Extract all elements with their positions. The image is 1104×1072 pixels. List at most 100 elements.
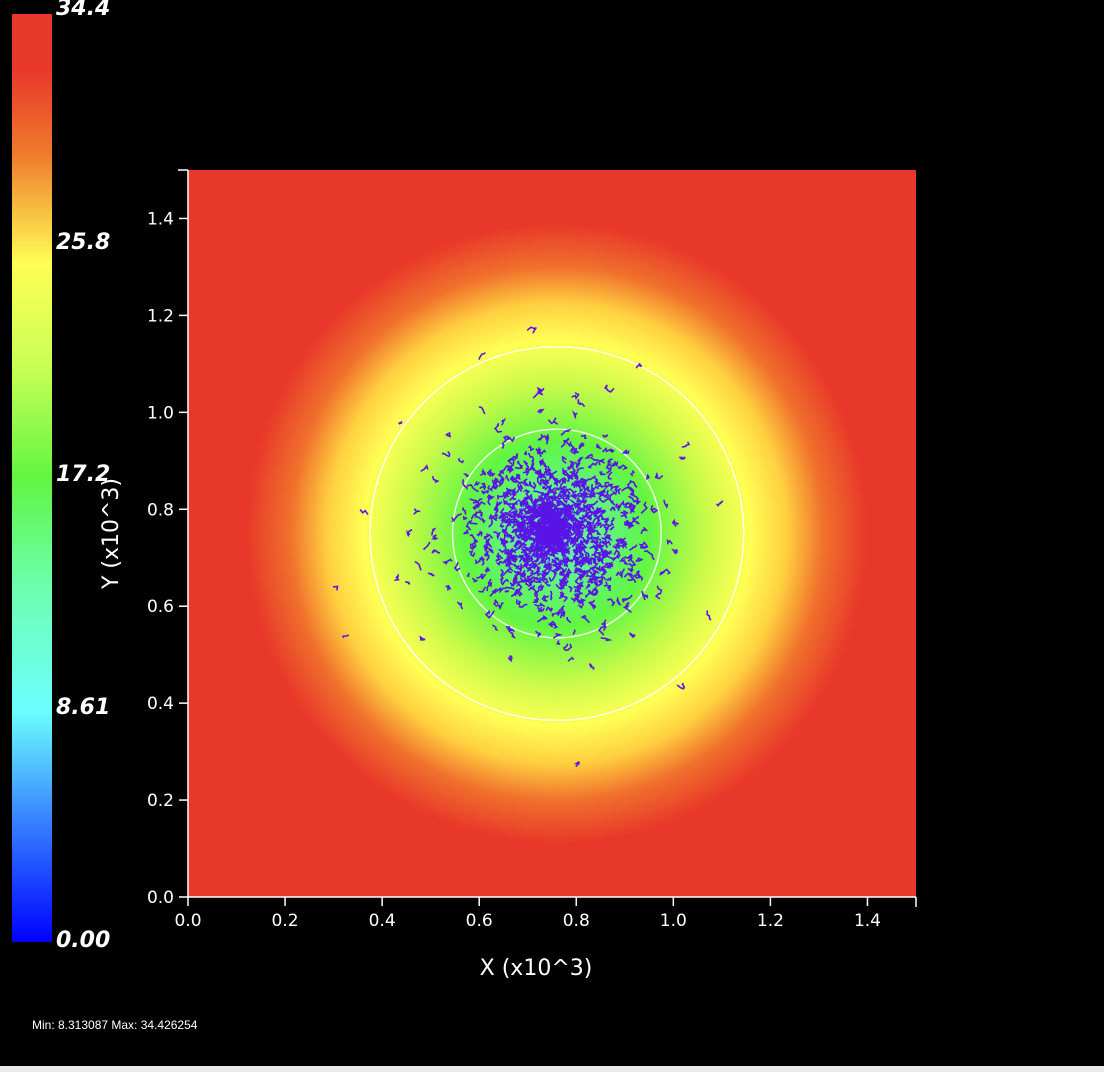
particle [596,575,606,583]
particle [541,502,547,511]
particle [603,581,609,587]
particle [468,550,476,558]
particle [596,551,605,563]
particle [450,513,462,523]
particle [510,536,516,543]
particle [622,543,628,549]
particle [498,542,507,554]
y-tick-label: 0.6 [147,597,174,617]
particle [578,442,585,450]
particle [470,511,481,520]
particle [565,556,575,563]
particle [548,417,558,425]
particle [564,567,572,579]
particle [577,580,584,588]
particle [493,587,505,594]
particle [547,623,555,628]
particle [624,521,635,528]
y-tick-label: 0.0 [147,888,174,908]
particle [532,585,540,603]
particle [486,533,493,539]
y-tick-label: 0.4 [147,694,174,714]
particle [545,606,553,613]
particle [480,573,486,580]
particle [525,493,533,501]
particle [530,500,539,508]
contour-lines [369,345,745,722]
particle [488,547,494,554]
particle [506,466,514,474]
particle [523,460,530,476]
particle [553,632,564,639]
particle [581,545,589,555]
particle [522,489,531,498]
particle [601,537,611,546]
particle [604,533,613,542]
particle [663,499,669,509]
particle [542,570,548,576]
particle [528,586,534,591]
particle [479,509,483,519]
particle [540,524,548,531]
particle [441,451,451,458]
particle [580,559,589,565]
particle [423,541,431,551]
particle [541,552,548,561]
particle [565,489,571,497]
particle [587,562,599,573]
particle [497,493,507,500]
particle [614,539,625,549]
particle [551,548,556,558]
particle [593,591,599,596]
particle [566,525,576,529]
particle [634,572,640,579]
particle [515,528,525,540]
particle [585,484,590,494]
particle [530,563,538,569]
particle [558,610,566,619]
particle [575,542,580,552]
particle [493,599,499,607]
particle [540,545,546,553]
particle [603,494,610,499]
particle [576,522,581,528]
particle [463,516,468,521]
particle [519,576,527,584]
particle [558,595,568,602]
particle [596,443,603,450]
particle [465,520,473,531]
particle [528,445,535,452]
particle [555,478,563,485]
particle [480,467,487,476]
particle [603,561,614,569]
particle [492,624,498,631]
particle [488,519,493,528]
particle [525,556,533,562]
particle [594,513,600,521]
particle [518,508,523,515]
particle [535,584,543,597]
x-tick-label: 0.6 [466,911,493,931]
particle [537,493,547,503]
particle [536,386,544,396]
particle [610,517,615,526]
particle [543,526,553,534]
particle [549,530,555,537]
y-axis-title: Y (x10^3) [99,478,124,590]
particle [483,535,489,540]
colorbar-label-mid: 17.2 [56,462,111,487]
particle [561,611,566,618]
particle [568,585,573,593]
particle [332,585,339,591]
particle [590,519,601,534]
particle [414,561,422,571]
particle [469,521,478,525]
particle [551,542,558,553]
particle [584,453,593,459]
particle [594,540,599,546]
particle [405,581,411,585]
particle [628,632,636,638]
particle [552,535,557,544]
particle [521,543,533,553]
